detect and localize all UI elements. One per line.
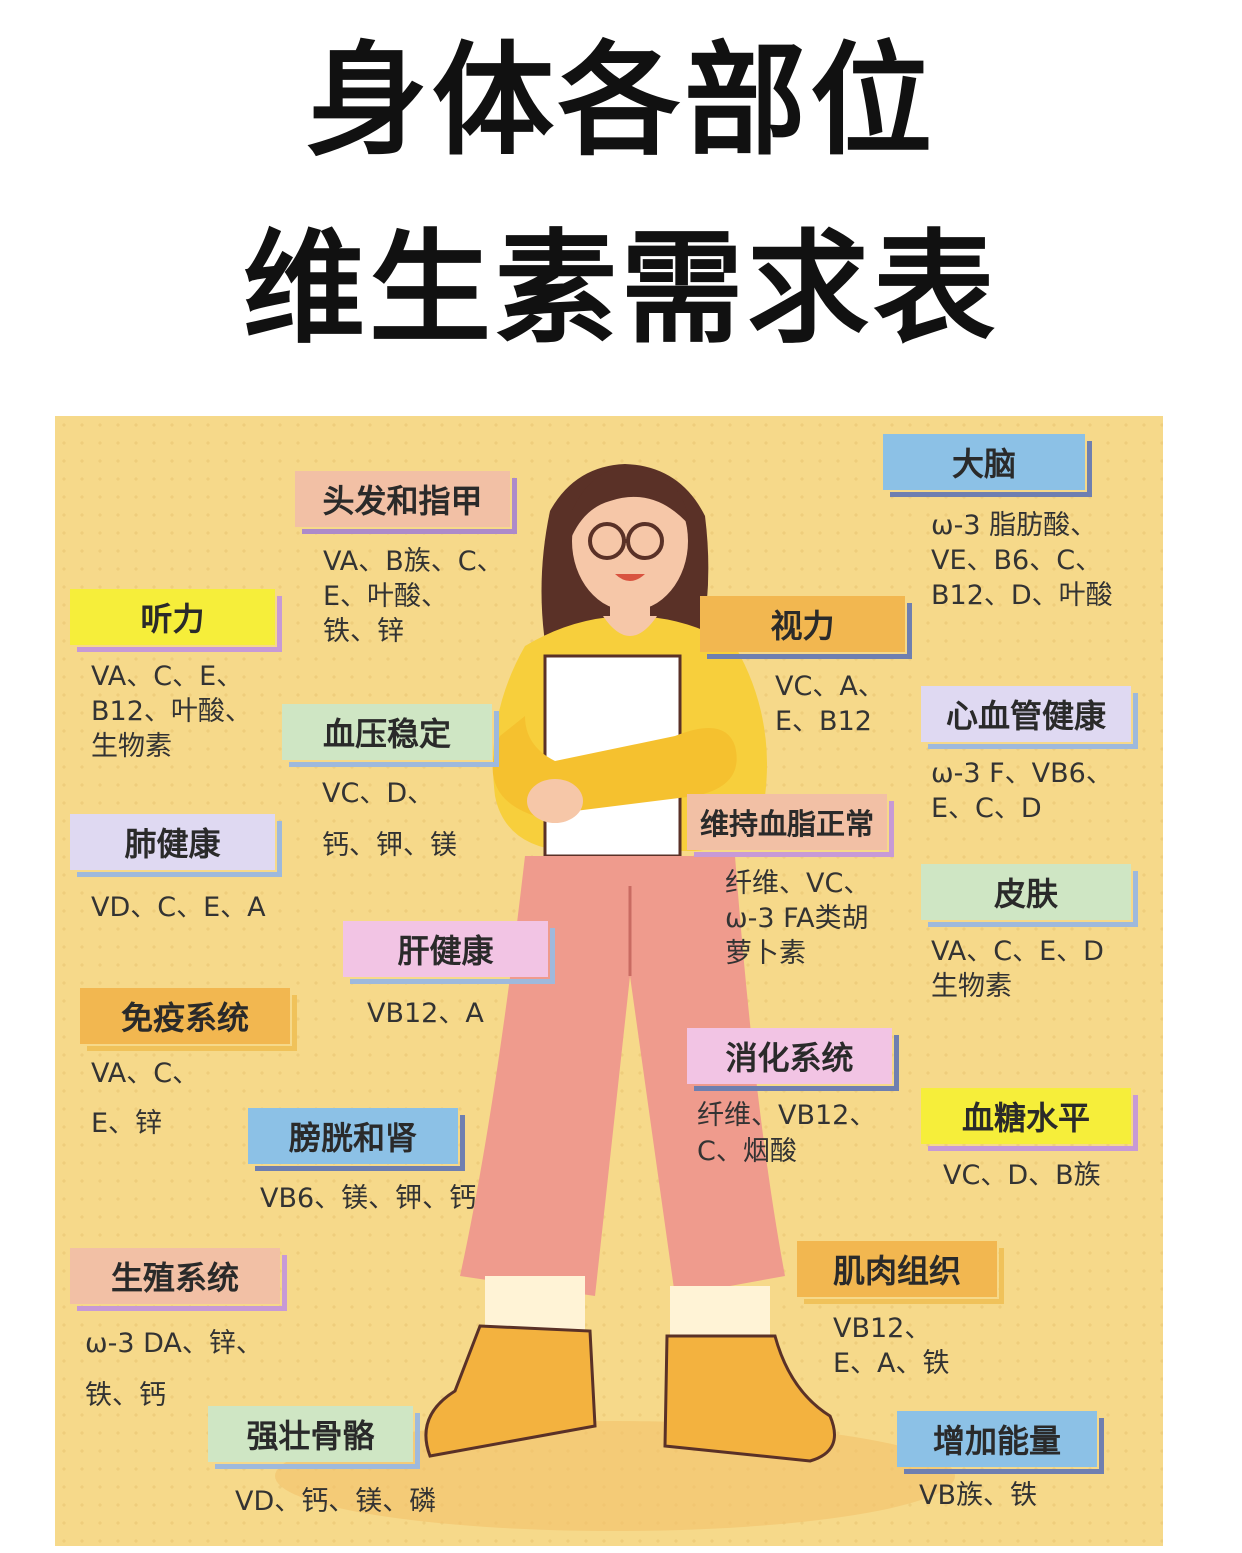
label-bones: 强壮骨骼	[208, 1406, 420, 1469]
text-brain-2: VE、B6、C、	[931, 545, 1103, 576]
label-muscle: 肌肉组织	[797, 1241, 1004, 1304]
text-bp-1: VC、D、	[322, 778, 435, 809]
text-vision-2: E、B12	[775, 706, 872, 737]
label-bladder-kidney: 膀胱和肾	[248, 1108, 465, 1171]
infographic-panel: 大脑 ω-3 脂肪酸、 VE、B6、C、 B12、D、叶酸 头发和指甲 VA、B…	[55, 416, 1163, 1546]
text-vision-1: VC、A、	[775, 671, 885, 702]
text-cardio-1: ω-3 F、VB6、	[931, 758, 1113, 789]
text-brain-3: B12、D、叶酸	[931, 580, 1113, 611]
label-vision: 视力	[700, 596, 912, 659]
text-hearing-3: 生物素	[91, 731, 172, 762]
text-hearing-1: VA、C、E、	[91, 661, 244, 692]
text-bone-1: VD、钙、镁、磷	[235, 1486, 437, 1517]
text-hair-1: VA、B族、C、	[323, 546, 504, 577]
text-immune-1: VA、C、	[91, 1058, 200, 1089]
label-hair-nails: 头发和指甲	[295, 471, 517, 534]
label-blood-sugar: 血糖水平	[921, 1088, 1138, 1151]
label-lung: 肺健康	[70, 814, 282, 877]
label-energy: 增加能量	[897, 1411, 1104, 1474]
label-liver: 肝健康	[343, 921, 555, 984]
text-brain-1: ω-3 脂肪酸、	[931, 510, 1098, 541]
text-liver-1: VB12、A	[367, 998, 484, 1029]
text-repro-1: ω-3 DA、锌、	[85, 1328, 263, 1359]
title-line-1: 身体各部位	[306, 30, 936, 172]
text-lipid-2: ω-3 FA类胡	[725, 903, 869, 934]
text-bp-2: 钙、钾、镁	[322, 830, 457, 861]
text-bladder-1: VB6、镁、钾、钙	[260, 1183, 477, 1214]
label-reproductive: 生殖系统	[70, 1248, 287, 1311]
text-repro-2: 铁、钙	[85, 1380, 166, 1411]
text-skin-2: 生物素	[931, 971, 1012, 1002]
text-hearing-2: B12、叶酸、	[91, 696, 252, 727]
text-lung-1: VD、C、E、A	[91, 892, 266, 923]
label-hearing: 听力	[70, 589, 282, 652]
text-cardio-2: E、C、D	[931, 793, 1042, 824]
text-sugar-1: VC、D、B族	[943, 1160, 1101, 1191]
text-muscle-2: E、A、铁	[833, 1348, 950, 1379]
title-line-2: 维生素需求表	[243, 218, 999, 360]
label-skin: 皮肤	[921, 864, 1138, 927]
label-blood-pressure: 血压稳定	[282, 704, 499, 767]
label-digestive: 消化系统	[687, 1028, 899, 1091]
label-brain: 大脑	[883, 434, 1092, 497]
text-digest-2: C、烟酸	[697, 1136, 797, 1167]
text-hair-3: 铁、锌	[323, 616, 404, 647]
text-muscle-1: VB12、	[833, 1313, 932, 1344]
text-energy-1: VB族、铁	[919, 1480, 1037, 1511]
text-digest-1: 纤维、VB12、	[697, 1100, 877, 1131]
label-blood-lipids: 维持血脂正常	[687, 794, 894, 857]
label-cardio: 心血管健康	[921, 686, 1138, 749]
text-skin-1: VA、C、E、D	[931, 936, 1104, 967]
text-hair-2: E、叶酸、	[323, 581, 449, 612]
text-lipid-1: 纤维、VC、	[725, 868, 871, 899]
text-lipid-3: 萝卜素	[725, 938, 806, 969]
label-immune: 免疫系统	[80, 988, 297, 1051]
text-immune-2: E、锌	[91, 1108, 163, 1139]
